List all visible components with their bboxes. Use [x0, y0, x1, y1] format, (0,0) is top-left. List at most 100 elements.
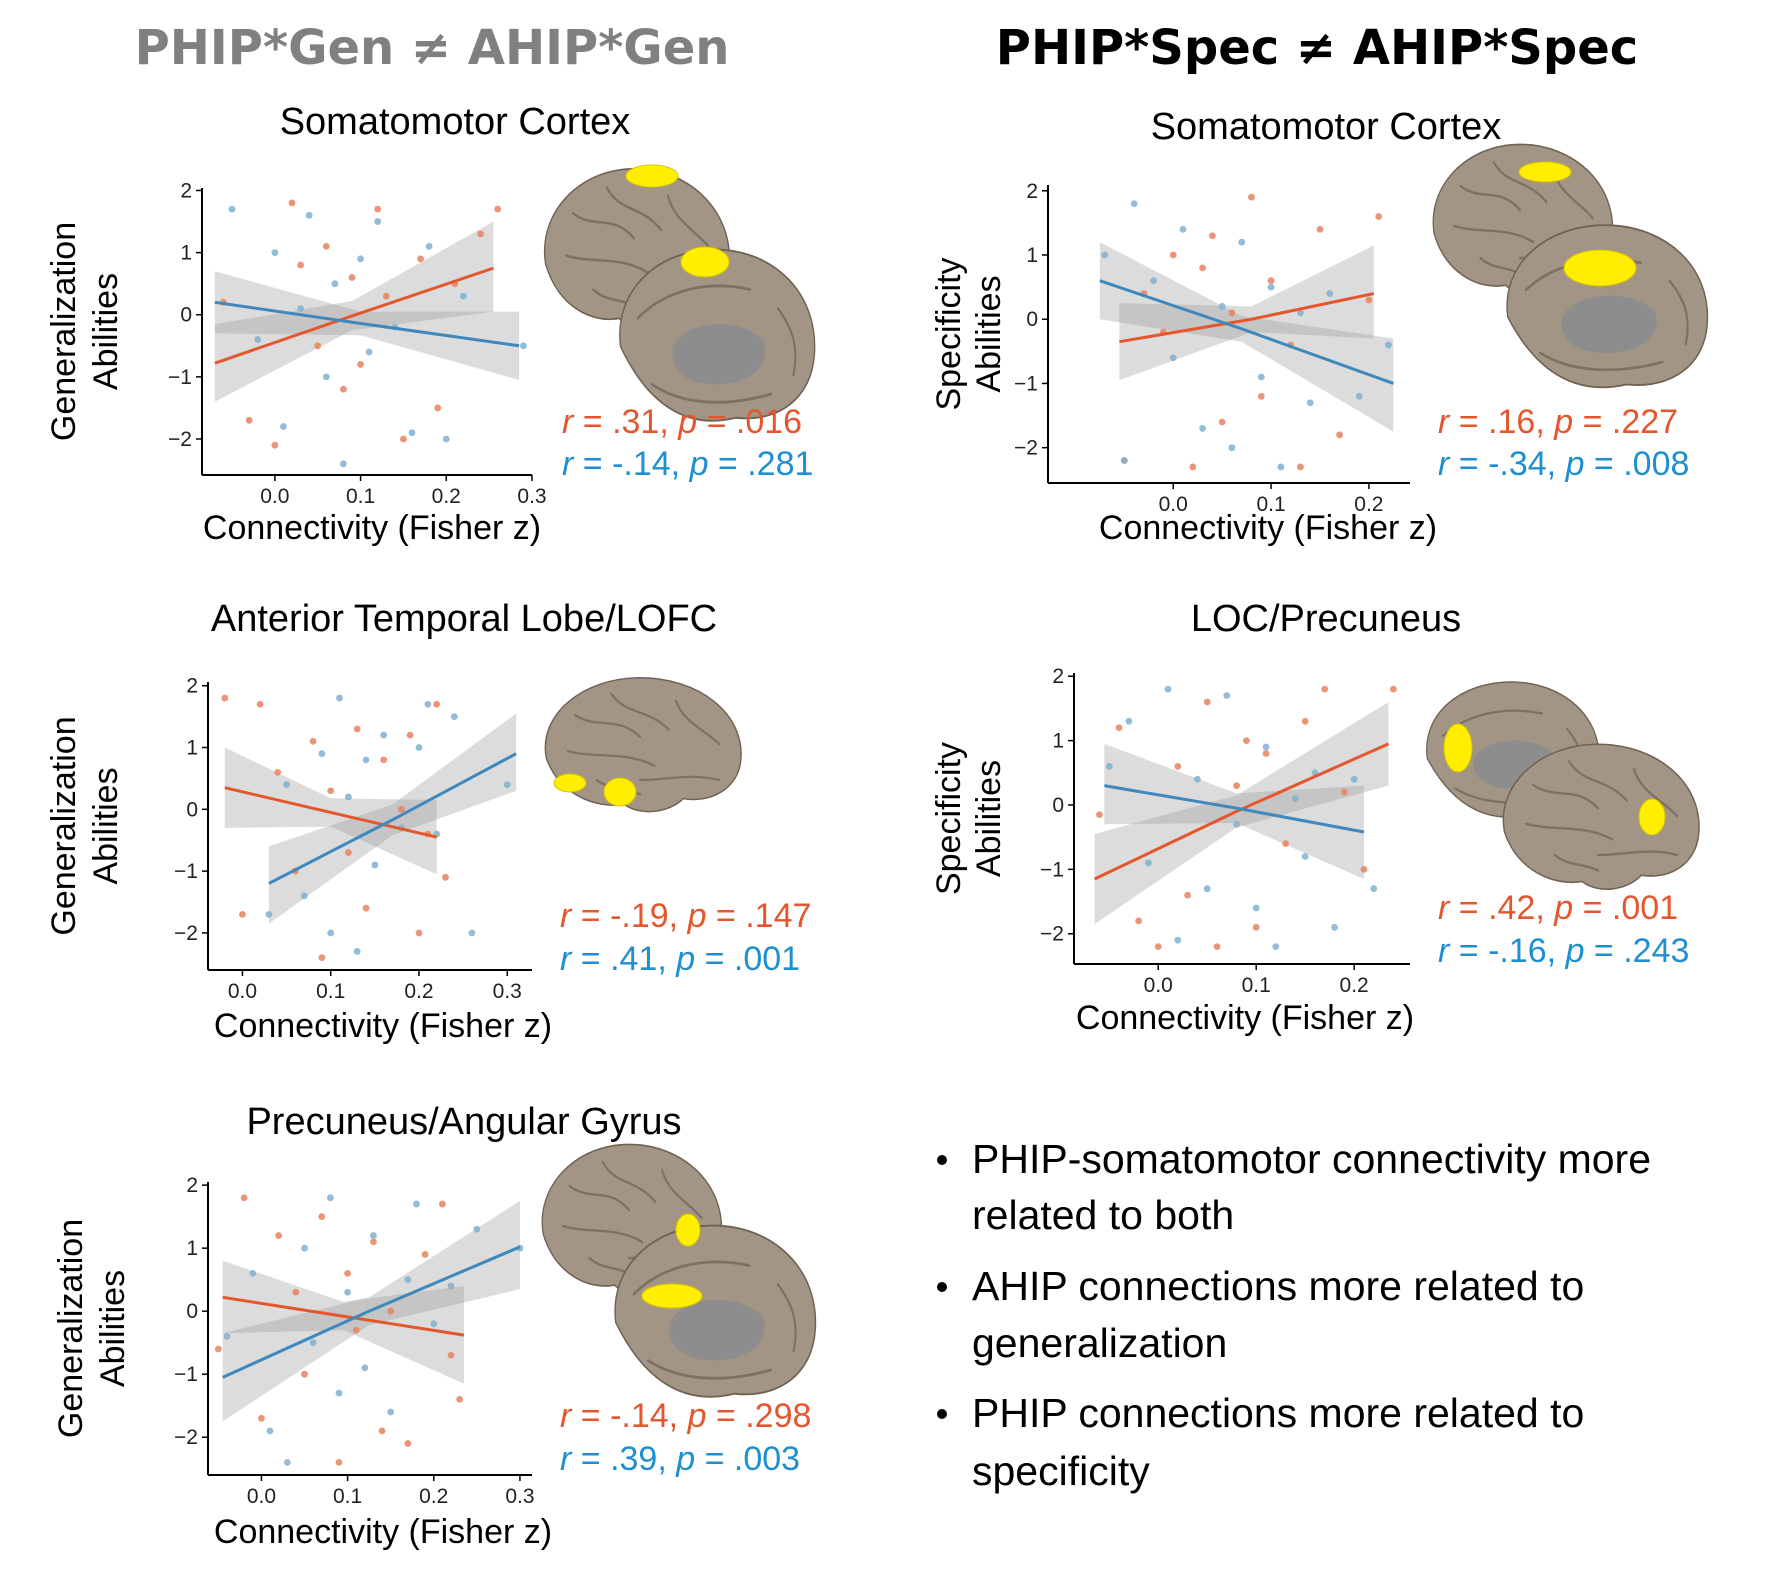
y-tick-label: 2 — [1026, 180, 1038, 203]
scatter-point — [361, 1364, 369, 1372]
x-tick-label: 0.1 — [316, 980, 345, 1003]
stat-text: = .147 — [706, 897, 811, 935]
scatter-point — [335, 1389, 343, 1397]
y-tick-label: 0 — [186, 798, 198, 821]
scatter-point — [1184, 891, 1192, 899]
scatter-point — [1218, 418, 1226, 426]
stat-text: = -.16, — [1449, 932, 1565, 970]
stat-text: = -.14, — [573, 445, 689, 483]
scatter-point — [1233, 820, 1241, 828]
y-tick-label: 0 — [180, 304, 192, 327]
scatter-point — [1370, 885, 1378, 893]
scatter-point — [1389, 685, 1397, 693]
scatter-point — [1130, 200, 1138, 208]
scatter-point — [353, 948, 361, 955]
scatter-point — [417, 255, 424, 263]
stat-annotation: r = .39, p = .003 — [560, 1440, 800, 1478]
scatter-point — [327, 787, 335, 795]
scatter-point — [352, 1326, 360, 1334]
x-tick-label: 0.2 — [1340, 974, 1369, 997]
scatter-point — [336, 694, 343, 702]
scatter-point — [265, 910, 273, 918]
scatter-point — [309, 737, 317, 745]
scatter-point — [223, 1332, 231, 1340]
stat-text: p — [687, 897, 707, 935]
stat-text: r — [560, 1440, 573, 1478]
scatter-point — [1199, 425, 1206, 432]
y-tick-label: 0 — [1052, 794, 1064, 817]
y-tick-label: −2 — [174, 922, 198, 945]
stat-text: p — [675, 940, 695, 978]
x-tick-label: 0.1 — [346, 485, 375, 508]
scatter-point — [424, 700, 432, 708]
y-tick-label: −1 — [174, 860, 198, 883]
scatter-point — [1301, 717, 1309, 725]
scatter-point — [1189, 463, 1197, 471]
regression-line — [214, 300, 520, 348]
scatter-point — [1233, 782, 1241, 790]
scatter-point — [1179, 225, 1187, 233]
scatter-point — [327, 929, 335, 937]
brain-image — [1432, 143, 1709, 389]
stat-text: = -.14, — [571, 1397, 687, 1435]
stat-text: r — [562, 403, 575, 441]
x-tick-label: 0.0 — [228, 980, 257, 1003]
scatter-point — [1375, 213, 1383, 220]
x-tick-label: 0.0 — [1159, 493, 1188, 516]
scatter-point — [430, 1320, 438, 1328]
scatter-point — [365, 348, 373, 356]
scatter-point — [473, 1225, 481, 1233]
scatter-point — [353, 725, 361, 733]
chart-title: Somatomotor Cortex — [1151, 106, 1502, 148]
stat-annotation: r = -.14, p = .281 — [562, 445, 813, 483]
scatter-point — [447, 1282, 455, 1290]
scatter-point — [1350, 775, 1358, 783]
scatter-point — [1228, 309, 1236, 317]
bullet-marker — [937, 1409, 947, 1419]
y-tick-label: −2 — [168, 428, 192, 451]
scatter-point — [1203, 885, 1211, 893]
left-heading: PHIP*Gen ≠ AHIP*Gen — [135, 20, 730, 76]
scatter-point — [477, 230, 484, 238]
y-axis-label: Abilities — [87, 767, 125, 884]
scatter-point — [318, 1213, 326, 1221]
x-axis-label: Connectivity (Fisher z) — [203, 509, 541, 547]
stat-text: = .003 — [695, 1440, 800, 1478]
y-axis-label: Generalization — [45, 716, 83, 935]
stat-text: = .31, — [573, 403, 678, 441]
stat-text: p — [689, 445, 709, 483]
stat-text: p — [677, 403, 697, 441]
scatter-point — [400, 435, 407, 443]
scatter-point — [1125, 717, 1133, 725]
scatter-point — [1115, 724, 1123, 732]
scatter-point — [274, 768, 282, 776]
scatter-point — [1282, 840, 1289, 848]
scatter-point — [240, 1194, 248, 1202]
scatter-point — [344, 1269, 351, 1277]
stat-annotation: r = -.16, p = .243 — [1438, 932, 1689, 970]
scatter-point — [1365, 296, 1373, 304]
scatter-point — [1252, 923, 1260, 931]
scatter-point — [1297, 309, 1304, 317]
scatter-chart: LOC/Precuneus 0.0 0.1 0.2 2 1 0 −1 −2 Specificity… — [930, 598, 1689, 1037]
bullet-text: specificity — [972, 1448, 1150, 1494]
scatter-point — [326, 1194, 334, 1202]
y-tick-label: 1 — [1026, 244, 1038, 267]
regression-line — [222, 1295, 465, 1337]
chart-title: Precuneus/Angular Gyrus — [246, 1101, 681, 1143]
scatter-point — [292, 1288, 300, 1296]
scatter-point — [1135, 917, 1143, 925]
scatter-point — [1194, 775, 1201, 783]
scatter-point — [1297, 463, 1304, 471]
regression-line — [1099, 279, 1394, 385]
scatter-point — [256, 700, 264, 708]
scatter-point — [442, 873, 449, 881]
stat-text: p — [1565, 932, 1585, 970]
y-tick-label: 0 — [186, 1300, 198, 1323]
scatter-point — [1096, 811, 1103, 819]
stat-text: = .39, — [571, 1440, 676, 1478]
scatter-point — [1238, 238, 1246, 246]
scatter-chart: Anterior Temporal Lobe/LOFC 0.0 0.1 0.2 0.3 2… — [45, 598, 811, 1045]
scatter-point — [1267, 277, 1275, 285]
